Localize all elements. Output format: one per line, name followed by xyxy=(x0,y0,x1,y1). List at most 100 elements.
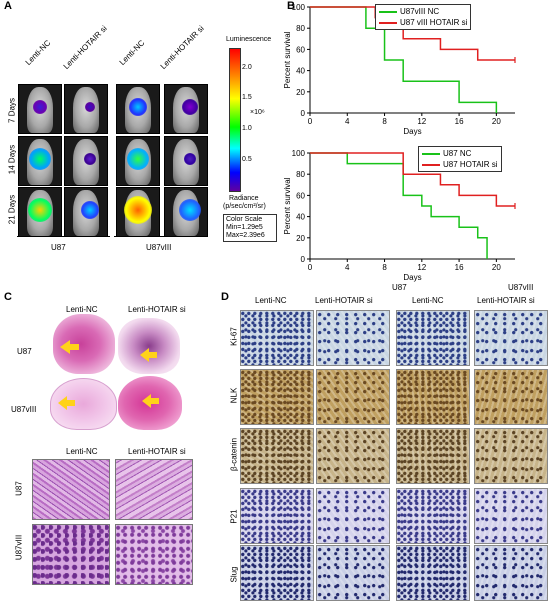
x-tick-label: 4 xyxy=(345,117,350,126)
brain-section-u87-nc xyxy=(53,314,115,374)
y-tick-label: 0 xyxy=(301,255,306,264)
color-scale-title: Color Scale xyxy=(226,216,263,223)
panel-a-row-label-14days: 14 Days xyxy=(7,144,17,175)
x-tick-label: 8 xyxy=(382,117,387,126)
panel-b-bottom-label-u87: U87 xyxy=(392,283,407,292)
tumor-arrow-icon xyxy=(142,394,159,408)
ihc-row-label-slug: Slug xyxy=(229,566,239,583)
he-stain-u87-si xyxy=(115,459,193,520)
y-tick-label: 40 xyxy=(296,67,305,76)
panel-a-row-label-21days: 21 Days xyxy=(7,194,17,225)
brain-section-u87-si xyxy=(118,318,180,374)
legend-swatch-red xyxy=(379,21,397,24)
panel-c-bottom-col-label-1: Lenti-NC xyxy=(66,447,98,456)
colorbar-tick-2.0: 2.0 xyxy=(242,64,252,71)
ihc-stain-image xyxy=(474,310,548,366)
ihc-stain-image xyxy=(396,369,470,425)
colorbar-unit-1: Radiance xyxy=(229,195,259,202)
panel-a-group-u87: U87 xyxy=(51,243,66,252)
panel-b-bottom-label-u87viii: U87vIII xyxy=(508,283,534,292)
panel-label-a: A xyxy=(4,0,12,12)
color-scale-max: Max=2.39e6 xyxy=(226,232,265,239)
mouse-bioluminescence-image xyxy=(116,84,160,134)
legend-item-u87-si: U87 HOTAIR si xyxy=(422,159,498,170)
y-tick-label: 0 xyxy=(301,109,306,118)
panel-c-col-label-2: Lenti-HOTAIR si xyxy=(128,305,186,314)
panel-d-col-label-1: Lenti-NC xyxy=(255,296,287,305)
luminescence-signal xyxy=(182,98,198,115)
panel-c-row-label-u87: U87 xyxy=(17,347,32,356)
color-scale-box: Color Scale Min=1.29e5 Max=2.39e6 xyxy=(223,214,277,242)
colorbar-tick-1.5: 1.5 xyxy=(242,94,252,101)
legend-label: U87 HOTAIR si xyxy=(443,160,498,169)
mouse-bioluminescence-image xyxy=(18,187,62,237)
legend-item-u87-nc: U87 NC xyxy=(422,148,498,159)
panel-d-col-label-3: Lenti-NC xyxy=(412,296,444,305)
colorbar-exponent: ×10⁶ xyxy=(250,109,265,116)
chart2-legend: U87 NC U87 HOTAIR si xyxy=(418,146,502,172)
tumor-arrow-icon xyxy=(140,348,157,362)
luminescence-colorbar xyxy=(229,48,241,192)
y-tick-label: 40 xyxy=(296,213,305,222)
ihc-row-label-beta-catenin: β-catenin xyxy=(229,437,239,472)
mouse-bioluminescence-image xyxy=(116,187,160,237)
ihc-stain-image xyxy=(240,369,314,425)
y-tick-label: 100 xyxy=(292,149,306,158)
ihc-stain-image xyxy=(316,488,390,544)
ihc-stain-image xyxy=(316,545,390,601)
chart1-legend: U87vIII NC U87 vIII HOTAIR si xyxy=(375,4,472,30)
x-tick-label: 20 xyxy=(492,263,501,272)
ihc-stain-image xyxy=(240,545,314,601)
colorbar-title: Luminescence xyxy=(226,36,272,43)
legend-item-u87viii-si: U87 vIII HOTAIR si xyxy=(379,17,467,28)
panel-a-col-label-4: Lenti-HOTAIR si xyxy=(158,23,206,72)
he-stain-u87-nc xyxy=(32,459,110,520)
x-axis-label: Days xyxy=(403,127,421,136)
legend-item-u87viii-nc: U87vIII NC xyxy=(379,6,467,17)
panel-d-col-label-4: Lenti-HOTAIR si xyxy=(477,296,535,305)
luminescence-signal xyxy=(33,99,47,114)
x-tick-label: 16 xyxy=(455,117,464,126)
panel-d-col-label-2: Lenti-HOTAIR si xyxy=(315,296,373,305)
u87-group-bracket xyxy=(17,236,110,237)
panel-a-col-label-2: Lenti-HOTAIR si xyxy=(61,23,109,72)
mouse-bioluminescence-image xyxy=(18,84,62,134)
u87viii-group-bracket xyxy=(114,236,208,237)
x-tick-label: 4 xyxy=(345,263,350,272)
legend-label: U87 NC xyxy=(443,149,472,158)
luminescence-signal xyxy=(124,195,152,224)
y-tick-label: 20 xyxy=(296,234,305,243)
panel-label-c: C xyxy=(4,291,12,303)
ihc-stain-image xyxy=(316,428,390,484)
mouse-bioluminescence-image xyxy=(164,136,208,186)
x-tick-label: 12 xyxy=(417,117,426,126)
x-tick-label: 12 xyxy=(417,263,426,272)
ihc-stain-image xyxy=(396,488,470,544)
x-tick-label: 16 xyxy=(455,263,464,272)
luminescence-signal xyxy=(179,198,201,221)
ihc-stain-image xyxy=(316,310,390,366)
y-axis-label: Percent survival xyxy=(283,31,292,88)
ihc-stain-image xyxy=(396,545,470,601)
luminescence-signal xyxy=(81,200,99,219)
ihc-stain-image xyxy=(474,369,548,425)
mouse-bioluminescence-image xyxy=(64,84,108,134)
survival-curve xyxy=(310,152,515,207)
y-tick-label: 60 xyxy=(296,191,305,200)
y-tick-label: 80 xyxy=(296,24,305,33)
ihc-stain-image xyxy=(474,545,548,601)
tumor-arrow-icon xyxy=(60,340,79,354)
y-axis-label: Percent survival xyxy=(283,177,292,234)
panel-c-bottom-row-label-u87: U87 xyxy=(14,481,24,496)
legend-label: U87vIII NC xyxy=(400,7,440,16)
panel-c-col-label-1: Lenti-NC xyxy=(66,305,98,314)
x-tick-label: 0 xyxy=(308,117,313,126)
mouse-bioluminescence-image xyxy=(116,136,160,186)
luminescence-signal xyxy=(29,147,51,170)
panel-c-row-label-u87viii: U87vIII xyxy=(11,405,37,414)
luminescence-signal xyxy=(28,197,52,222)
ihc-stain-image xyxy=(474,488,548,544)
panel-a-col-label-1: Lenti-NC xyxy=(23,38,53,67)
tumor-arrow-icon xyxy=(58,396,75,410)
